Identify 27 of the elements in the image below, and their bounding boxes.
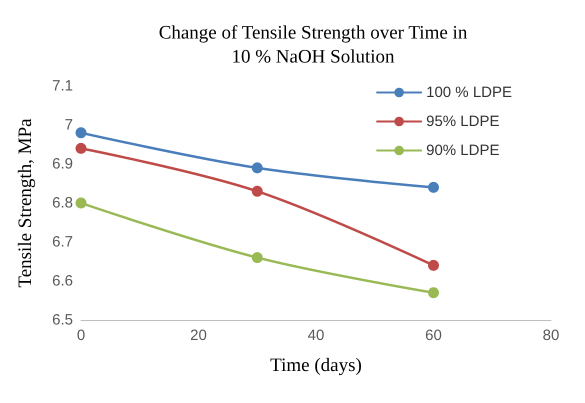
point — [76, 198, 86, 208]
point — [428, 182, 439, 193]
point — [428, 260, 439, 271]
x-tick-label: 80 — [542, 327, 560, 344]
point — [76, 142, 86, 154]
y-tick-label: 6.8 — [52, 194, 73, 212]
y-tick-label: 6.5 — [52, 312, 73, 328]
x-tick-label: 0 — [76, 327, 86, 344]
point — [252, 252, 263, 264]
point — [428, 287, 439, 298]
y-tick-label: 6.7 — [52, 234, 73, 250]
chart-title: Change of Tensile Strength over Time in 10 % NaOH Solution — [158, 22, 468, 68]
y-tick-label: 6.6 — [52, 272, 73, 290]
point — [252, 162, 263, 174]
legend-label: 95% LDPE — [426, 113, 500, 130]
legend-label: 100 % LDPE — [426, 84, 512, 101]
x-axis-title: Time (days) — [270, 355, 362, 376]
x-tick-label: 40 — [308, 327, 324, 344]
point — [252, 186, 263, 197]
x-tick-label: 60 — [425, 327, 442, 344]
y-axis-title: Tensile Strength, MPa — [15, 118, 36, 288]
x-tick-label: 20 — [190, 327, 207, 344]
y-tick-label: 6.9 — [52, 156, 73, 172]
y-tick-label: 7.1 — [52, 78, 73, 94]
legend-label: 90% LDPE — [426, 142, 500, 159]
point — [76, 127, 86, 138]
y-tick-label: 7 — [64, 116, 73, 134]
